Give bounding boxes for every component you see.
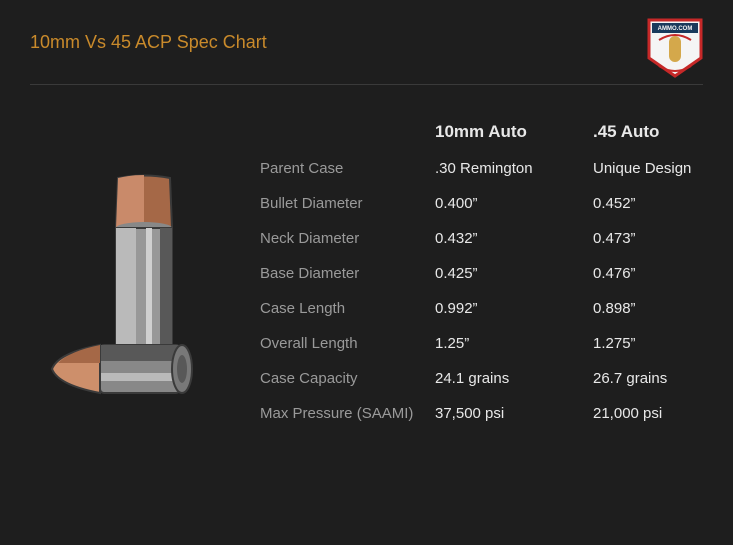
row-value-1: 0.992” (435, 300, 593, 317)
row-value-2: 0.452” (593, 195, 703, 212)
row-label: Neck Diameter (260, 230, 435, 247)
table-row: Neck Diameter 0.432” 0.473” (260, 221, 703, 256)
table-row: Overall Length 1.25” 1.275” (260, 326, 703, 361)
row-value-1: 0.432” (435, 230, 593, 247)
row-value-2: 0.476” (593, 265, 703, 282)
row-label: Overall Length (260, 335, 435, 352)
table-row: Bullet Diameter 0.400” 0.452” (260, 186, 703, 221)
table-row: Base Diameter 0.425” 0.476” (260, 256, 703, 291)
table-row: Parent Case .30 Remington Unique Design (260, 151, 703, 186)
row-value-2: 1.275” (593, 335, 703, 352)
table-header-row: 10mm Auto .45 Auto (260, 113, 703, 151)
row-label: Bullet Diameter (260, 195, 435, 212)
row-label: Case Capacity (260, 370, 435, 387)
row-value-2: 21,000 psi (593, 405, 703, 422)
row-value-1: 0.425” (435, 265, 593, 282)
header-empty (260, 122, 435, 142)
row-value-1: 0.400” (435, 195, 593, 212)
table-row: Case Capacity 24.1 grains 26.7 grains (260, 361, 703, 396)
header-col-2: .45 Auto (593, 122, 703, 142)
bullet-illustration (30, 113, 240, 431)
header-col-1: 10mm Auto (435, 122, 593, 142)
ammo-com-logo: AMMO.COM (647, 18, 703, 83)
row-label: Case Length (260, 300, 435, 317)
row-value-1: 24.1 grains (435, 370, 593, 387)
spec-table: 10mm Auto .45 Auto Parent Case .30 Remin… (260, 113, 703, 431)
lying-cartridge-icon (52, 345, 192, 393)
row-value-2: 0.473” (593, 230, 703, 247)
row-value-2: 0.898” (593, 300, 703, 317)
header-divider (30, 84, 703, 85)
row-label: Parent Case (260, 160, 435, 177)
logo-text: AMMO.COM (658, 26, 693, 32)
row-value-1: .30 Remington (435, 160, 593, 177)
row-label: Base Diameter (260, 265, 435, 282)
row-value-1: 1.25” (435, 335, 593, 352)
table-row: Max Pressure (SAAMI) 37,500 psi 21,000 p… (260, 396, 703, 431)
table-row: Case Length 0.992” 0.898” (260, 291, 703, 326)
row-label: Max Pressure (SAAMI) (260, 405, 435, 422)
row-value-2: Unique Design (593, 160, 703, 177)
row-value-1: 37,500 psi (435, 405, 593, 422)
page-title: 10mm Vs 45 ACP Spec Chart (30, 28, 267, 53)
row-value-2: 26.7 grains (593, 370, 703, 387)
